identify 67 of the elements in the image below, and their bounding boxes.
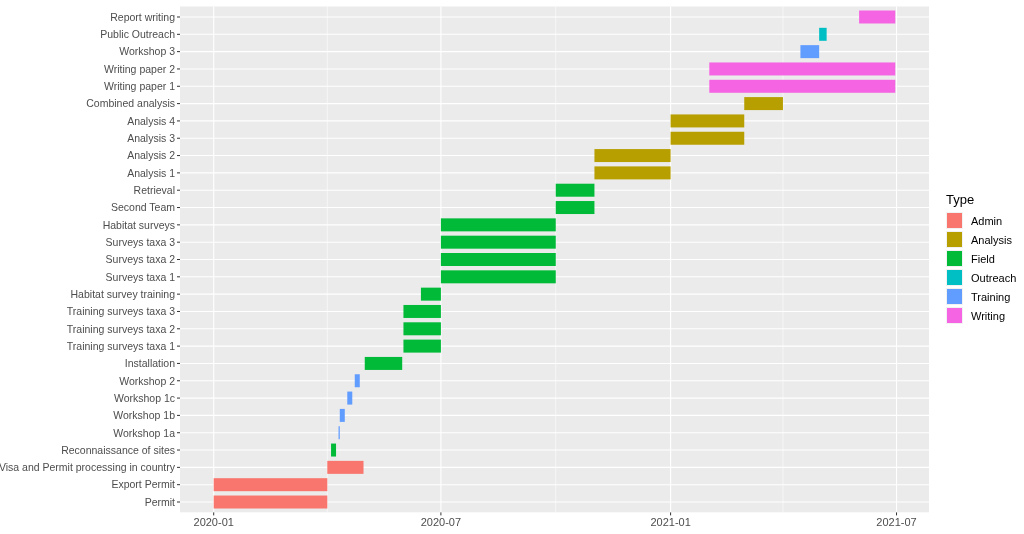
y-tick-label: Second Team — [110, 201, 176, 214]
y-tick-label: Analysis 1 — [127, 166, 176, 179]
bar — [670, 114, 745, 128]
bar — [403, 304, 441, 318]
bar — [347, 391, 353, 405]
y-tick-label: Writing paper 1 — [103, 80, 176, 93]
y-tick-label: Analysis 4 — [127, 114, 176, 127]
y-tick-label: Analysis 3 — [127, 132, 176, 145]
bar — [709, 79, 896, 93]
y-tick-label: Habitat survey training — [70, 287, 176, 300]
x-tick-label: 2021-01 — [650, 516, 691, 529]
bar — [354, 374, 360, 388]
y-tick-label: Surveys taxa 3 — [105, 235, 176, 248]
legend-label: Admin — [971, 214, 1003, 227]
bar — [555, 201, 595, 215]
bar — [744, 97, 783, 111]
y-tick-label: Retrieval — [133, 184, 175, 197]
legend-label: Analysis — [971, 233, 1013, 246]
y-tick-label: Workshop 1c — [113, 391, 175, 404]
bar — [800, 45, 820, 59]
y-tick-label: Report writing — [110, 10, 176, 23]
legend-label: Writing — [971, 309, 1006, 322]
bar — [709, 62, 896, 76]
bar — [327, 460, 364, 474]
y-tick-label: Analysis 2 — [127, 149, 176, 162]
bar — [440, 218, 556, 232]
bar — [339, 408, 345, 422]
y-tick-label: Public Outreach — [100, 28, 176, 41]
x-tick-label: 2021-07 — [876, 516, 917, 529]
y-tick-label: Surveys taxa 2 — [105, 253, 176, 266]
x-tick-label: 2020-07 — [420, 516, 462, 529]
bar — [213, 495, 328, 509]
bar — [819, 27, 827, 41]
y-tick-label: Surveys taxa 1 — [105, 270, 176, 283]
y-tick-label: Combined analysis — [86, 97, 175, 110]
legend-label: Field — [971, 252, 995, 265]
bar — [555, 183, 595, 197]
bar — [364, 356, 403, 370]
y-tick-label: Permit — [144, 495, 176, 508]
bar — [670, 131, 745, 145]
y-tick-label: Workshop 1a — [113, 426, 176, 439]
bar — [403, 322, 441, 336]
y-tick-label: Workshop 2 — [119, 374, 176, 387]
legend-label: Training — [971, 290, 1011, 303]
y-tick-label: Workshop 1b — [113, 409, 176, 422]
bar — [440, 235, 556, 249]
bar — [213, 478, 328, 492]
y-tick-label: Reconnaissance of sites — [61, 443, 175, 456]
y-tick-label: Export Permit — [111, 478, 176, 491]
y-tick-label: Training surveys taxa 3 — [66, 305, 176, 318]
legend-title: Type — [946, 192, 975, 207]
y-tick-label: Installation — [124, 357, 176, 370]
bar — [594, 149, 671, 163]
bar — [440, 270, 556, 284]
bar — [403, 339, 441, 353]
bar — [331, 443, 337, 457]
legend-label: Outreach — [971, 271, 1017, 284]
bar — [859, 10, 896, 24]
y-tick-label: Training surveys taxa 1 — [66, 339, 176, 352]
y-tick-label: Habitat surveys — [102, 218, 175, 231]
bar — [594, 166, 671, 180]
bar — [420, 287, 441, 301]
y-tick-label: Training surveys taxa 2 — [66, 322, 176, 335]
x-tick-label: 2020-01 — [193, 516, 234, 529]
y-tick-label: Workshop 3 — [119, 45, 176, 58]
y-tick-label: Writing paper 2 — [103, 62, 176, 75]
bar — [440, 253, 556, 266]
